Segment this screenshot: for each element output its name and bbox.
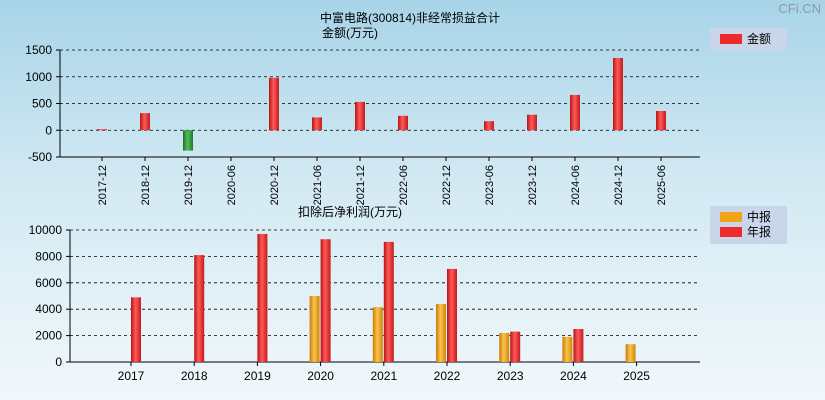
chart1-bar-2019-12 bbox=[183, 130, 193, 151]
chart1-legend-label: 金额 bbox=[747, 31, 771, 46]
chart2-xtick-label: 2025 bbox=[623, 369, 650, 383]
chart2-ytick-label: 6000 bbox=[35, 276, 62, 290]
chart1-xtick-label: 2024-12 bbox=[613, 165, 625, 205]
chart1-bar-2025-06 bbox=[656, 110, 666, 131]
chart1-xtick-label: 2020-12 bbox=[269, 165, 281, 205]
chart2-bar-midyear-2023 bbox=[499, 332, 510, 362]
chart1-xtick-label: 2022-06 bbox=[398, 165, 410, 205]
chart2-bar-midyear-2022 bbox=[436, 303, 446, 362]
watermark: CFi.CN bbox=[778, 1, 821, 16]
chart2-bar-annual-2020 bbox=[320, 239, 331, 362]
chart-net-profit-deducted: 扣除后净利润(万元) 0 2000 4000 6000 8000 10000 2017 2018… bbox=[29, 204, 787, 383]
chart2-bar-midyear-2024 bbox=[562, 336, 573, 362]
chart2-legend-swatch-midyear bbox=[720, 212, 742, 222]
chart2-bar-annual-2017 bbox=[131, 297, 141, 362]
chart2-bar-midyear-2020 bbox=[309, 296, 320, 362]
chart1-bar-2023-06 bbox=[484, 121, 494, 131]
chart2-ytick-label: 4000 bbox=[35, 302, 62, 316]
chart1-bar-2022-06 bbox=[398, 115, 408, 131]
chart2-bar-annual-2018 bbox=[194, 255, 205, 362]
chart2-legend-swatch-annual bbox=[720, 227, 742, 237]
chart1-bar-2023-12 bbox=[527, 114, 537, 131]
chart2-bar-annual-2021 bbox=[383, 241, 394, 362]
chart2-legend-label-midyear: 中报 bbox=[747, 209, 771, 224]
chart2-ytick-label: 10000 bbox=[29, 223, 63, 237]
chart2-xtick-label: 2024 bbox=[560, 369, 587, 383]
chart2-xtick-label: 2021 bbox=[370, 369, 397, 383]
chart1-title: 中富电路(300814)非经常损益合计 bbox=[320, 10, 500, 25]
chart2-ytick-label: 8000 bbox=[35, 249, 62, 263]
chart2-ytick-label: 2000 bbox=[35, 329, 62, 343]
chart2-bar-midyear-2021 bbox=[372, 307, 383, 362]
chart1-xtick-label: 2024-06 bbox=[570, 165, 582, 205]
chart2-xtick-label: 2018 bbox=[181, 369, 208, 383]
chart2-bar-annual-2019 bbox=[257, 233, 268, 362]
chart2-bar-midyear-2025 bbox=[625, 344, 636, 362]
chart1-xtick-label: 2018-12 bbox=[140, 165, 152, 205]
chart1-legend-swatch bbox=[720, 34, 742, 44]
chart1-ytick-label: 1500 bbox=[25, 43, 52, 57]
chart1-bar-2017-12 bbox=[97, 129, 107, 131]
chart2-xtick-label: 2017 bbox=[118, 369, 145, 383]
chart1-ytick-label: 500 bbox=[32, 97, 52, 111]
chart1-xtick-label: 2017-12 bbox=[97, 165, 109, 205]
chart1-subtitle: 金额(万元) bbox=[322, 25, 378, 40]
chart2-xtick-label: 2022 bbox=[434, 369, 461, 383]
chart1-bar-2021-12 bbox=[355, 101, 365, 131]
chart1-bar-2024-06 bbox=[570, 94, 580, 131]
chart1-xtick-label: 2025-06 bbox=[656, 165, 668, 205]
chart2-bar-annual-2023 bbox=[510, 331, 521, 362]
chart1-bar-2021-06 bbox=[312, 117, 322, 131]
chart1-ytick-label: 1000 bbox=[25, 70, 52, 84]
chart1-bar-2024-12 bbox=[613, 58, 623, 131]
chart1-xtick-label: 2022-12 bbox=[441, 165, 453, 205]
chart1-ytick-label: -500 bbox=[28, 150, 52, 164]
chart2-xtick-label: 2020 bbox=[307, 369, 334, 383]
chart2-xtick-label: 2023 bbox=[497, 369, 524, 383]
chart1-xtick-label: 2023-12 bbox=[527, 165, 539, 205]
chart1-xtick-label: 2020-06 bbox=[226, 165, 238, 205]
chart1-ytick-label: 0 bbox=[45, 123, 52, 137]
chart1-xtick-label: 2023-06 bbox=[484, 165, 496, 205]
chart1-bar-2020-12 bbox=[269, 77, 279, 131]
chart1-legend bbox=[710, 28, 787, 50]
chart2-title: 扣除后净利润(万元) bbox=[298, 204, 402, 219]
chart2-bar-annual-2024 bbox=[573, 329, 584, 362]
chart1-xtick-label: 2021-06 bbox=[312, 165, 324, 205]
chart1-xtick-label: 2021-12 bbox=[355, 165, 367, 205]
chart2-xtick-label: 2019 bbox=[244, 369, 271, 383]
chart1-xtick-label: 2019-12 bbox=[183, 165, 195, 205]
chart1-bar-2018-12 bbox=[140, 113, 150, 131]
chart2-bar-annual-2022 bbox=[447, 268, 457, 362]
chart2-legend-label-annual: 年报 bbox=[747, 224, 771, 239]
chart2-ytick-label: 0 bbox=[55, 355, 62, 369]
